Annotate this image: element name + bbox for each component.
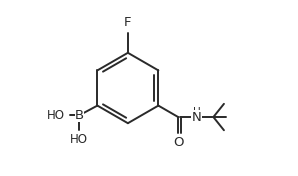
Text: HO: HO xyxy=(46,109,64,122)
Text: N: N xyxy=(192,111,201,124)
Text: F: F xyxy=(124,16,132,29)
Text: O: O xyxy=(173,136,184,149)
Text: H: H xyxy=(193,107,201,117)
Text: B: B xyxy=(75,109,84,122)
Text: HO: HO xyxy=(70,133,88,146)
